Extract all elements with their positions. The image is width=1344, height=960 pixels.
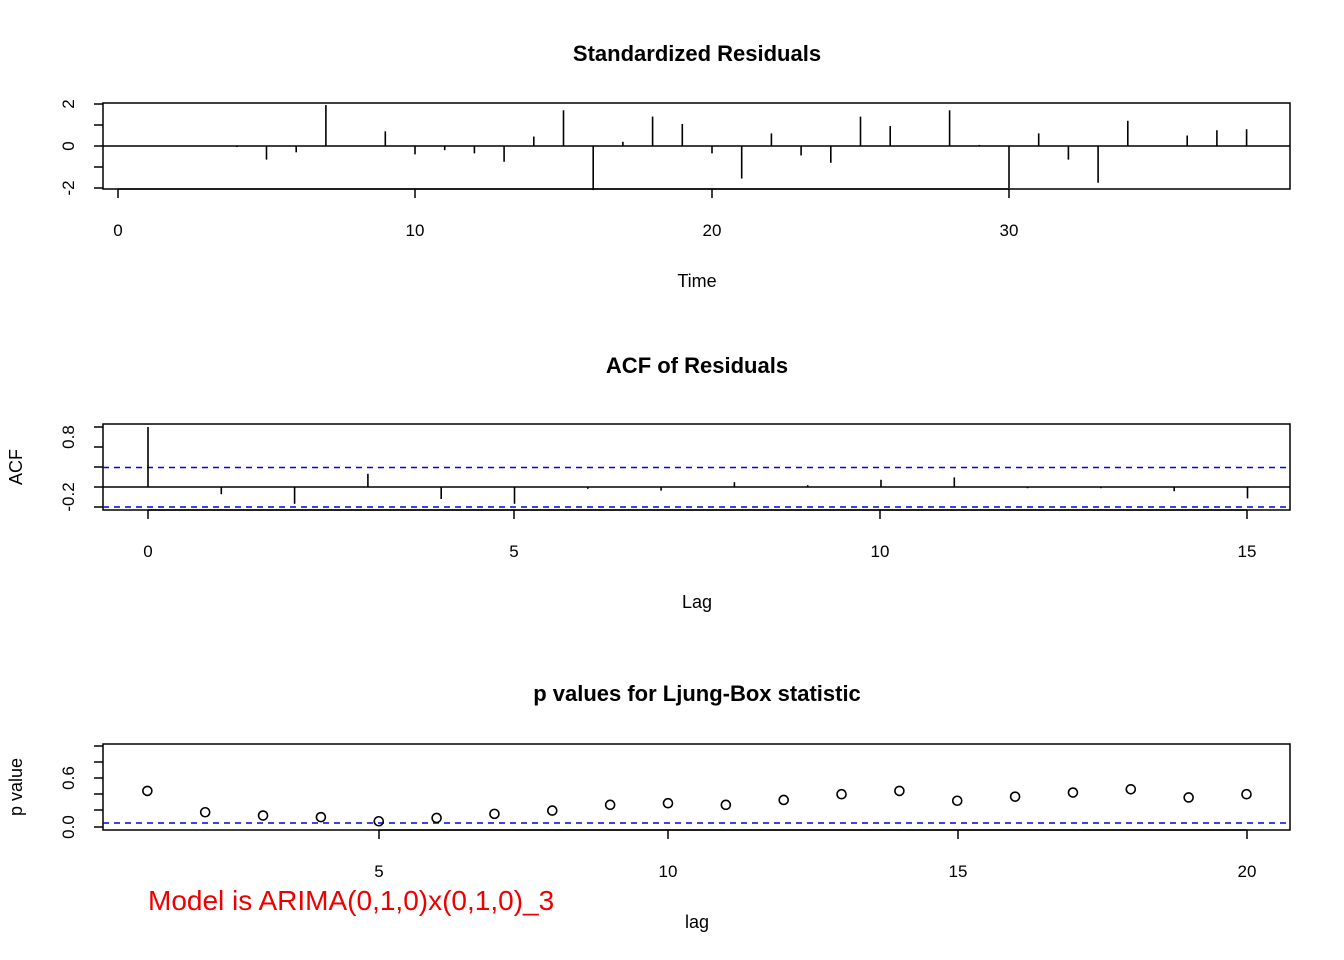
p-value-point xyxy=(1067,787,1079,798)
y-axis: 0.8 -0.2 ACF xyxy=(6,425,103,512)
y-tick-label: -2 xyxy=(59,180,78,195)
p-value-point xyxy=(894,785,905,797)
x-tick-label: 15 xyxy=(1238,542,1257,561)
x-axis-label: Time xyxy=(677,271,716,291)
x-tick-label: 10 xyxy=(406,221,425,240)
panel-acf-residuals: ACF of Residuals 0 5 10 15 Lag 0.8 -0.2 … xyxy=(6,353,1291,612)
p-value-point xyxy=(1241,788,1252,800)
x-tick-label: 10 xyxy=(659,862,678,881)
p-value-point xyxy=(257,810,269,821)
x-tick-label: 20 xyxy=(703,221,722,240)
x-axis-label: lag xyxy=(685,912,709,932)
x-tick-label: 10 xyxy=(871,542,890,561)
chart-title: p values for Ljung-Box statistic xyxy=(533,681,861,706)
y-tick-label: -0.2 xyxy=(59,482,78,511)
x-axis: 0 5 10 15 Lag xyxy=(143,509,1257,612)
p-value-point xyxy=(778,794,790,806)
x-tick-label: 30 xyxy=(1000,221,1019,240)
y-axis-label: ACF xyxy=(6,449,26,485)
chart-title: ACF of Residuals xyxy=(606,353,788,378)
x-tick-label: 5 xyxy=(374,862,383,881)
model-annotation: Model is ARIMA(0,1,0)x(0,1,0)_3 xyxy=(148,885,554,916)
y-tick-label: 0.6 xyxy=(59,766,78,790)
plot-frame xyxy=(102,743,1291,831)
p-value-point xyxy=(142,785,153,797)
chart-title: Standardized Residuals xyxy=(573,41,821,66)
x-tick-label: 20 xyxy=(1238,862,1257,881)
y-tick-label: 2 xyxy=(59,99,78,108)
x-axis-label: Lag xyxy=(682,592,712,612)
residual-bars xyxy=(146,105,1248,191)
y-tick-label: 0.0 xyxy=(59,815,78,839)
y-tick-label: 0.8 xyxy=(59,425,78,449)
p-value-points xyxy=(142,783,1252,827)
panel-ljung-box: p values for Ljung-Box statistic 5 10 15… xyxy=(6,681,1291,932)
p-value-point xyxy=(1125,783,1137,795)
p-value-point xyxy=(1009,791,1021,802)
x-axis: 0 10 20 30 Time xyxy=(113,188,1019,291)
p-value-point xyxy=(431,812,442,824)
p-value-point xyxy=(546,805,558,816)
p-value-point xyxy=(604,799,616,811)
p-value-point xyxy=(720,799,732,811)
p-value-point xyxy=(1183,792,1194,803)
p-value-point xyxy=(373,815,385,827)
p-value-point xyxy=(662,797,674,809)
p-value-point xyxy=(315,811,327,823)
p-value-point xyxy=(199,806,211,818)
y-axis: 2 0 -2 xyxy=(59,99,103,196)
p-value-point xyxy=(836,788,847,800)
y-axis-label: p value xyxy=(6,758,26,816)
x-tick-label: 0 xyxy=(143,542,152,561)
x-axis: 5 10 15 20 lag xyxy=(374,829,1257,932)
acf-bars xyxy=(147,427,1249,504)
x-tick-label: 15 xyxy=(949,862,968,881)
y-axis: 0.6 0.0 p value xyxy=(6,745,103,839)
p-value-point xyxy=(951,795,963,807)
y-tick-label: 0 xyxy=(59,141,78,150)
p-value-point xyxy=(489,808,500,820)
x-tick-label: 0 xyxy=(113,221,122,240)
panel-standardized-residuals: Standardized Residuals 0 10 20 30 Time 2… xyxy=(59,41,1291,291)
x-tick-label: 5 xyxy=(509,542,518,561)
